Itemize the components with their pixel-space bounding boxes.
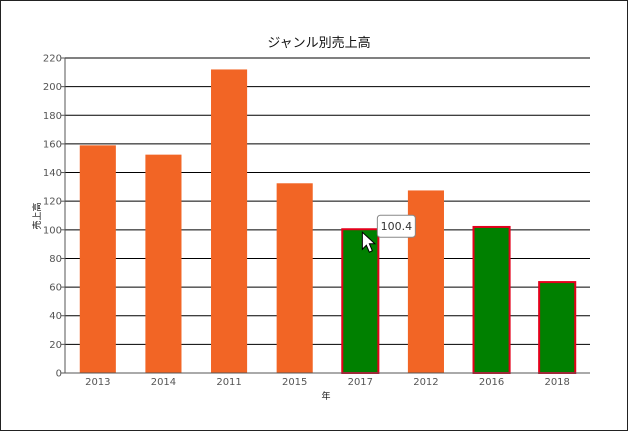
- y-axis-ticks: 0 20 40 60 80 100 120 140 160 180 200 220: [43, 54, 66, 380]
- y-tick-label: 100: [43, 225, 62, 236]
- x-axis-ticks: 2013 2014 2011 2015 2017 2012 2016 2018: [65, 372, 590, 388]
- bar-2016[interactable]: [472, 225, 511, 374]
- y-tick-label: 120: [43, 197, 62, 208]
- tooltip-box: [376, 214, 416, 238]
- y-tick-label: 60: [49, 283, 62, 294]
- mouse-cursor-icon: [361, 231, 377, 253]
- x-tick-label: 2018: [544, 377, 569, 388]
- bar-2018[interactable]: [538, 281, 577, 375]
- x-tick-label: 2012: [413, 377, 438, 388]
- bars: [79, 69, 577, 375]
- y-tick-label: 180: [43, 111, 62, 122]
- tooltip-value: 100.4: [381, 220, 413, 233]
- y-tick-label: 20: [49, 340, 62, 351]
- bar-2014[interactable]: [145, 154, 182, 373]
- bar-2017[interactable]: [341, 228, 380, 374]
- y-tick-label: 200: [43, 82, 62, 93]
- y-tick-label: 0: [56, 369, 62, 380]
- y-tick-label: 40: [49, 311, 62, 322]
- x-tick-label: 2017: [348, 377, 373, 388]
- y-tick-label: 220: [43, 54, 62, 65]
- y-tick-label: 140: [43, 168, 62, 179]
- value-tooltip: 100.4: [361, 214, 416, 253]
- x-tick-label: 2016: [479, 377, 504, 388]
- y-tick-label: 80: [49, 254, 62, 265]
- gridlines: [65, 57, 590, 374]
- x-tick-label: 2015: [282, 377, 307, 388]
- bar-2015[interactable]: [276, 183, 313, 373]
- y-tick-label: 160: [43, 139, 62, 150]
- x-tick-label: 2011: [216, 377, 241, 388]
- bar-2013[interactable]: [79, 145, 116, 373]
- x-axis-label: 年: [321, 390, 330, 402]
- bar-2011[interactable]: [211, 69, 248, 374]
- y-axis-label: 売上高: [31, 202, 43, 229]
- x-tick-label: 2014: [151, 377, 176, 388]
- x-tick-label: 2013: [85, 377, 110, 388]
- chart-title: ジャンル別売上高: [267, 35, 370, 51]
